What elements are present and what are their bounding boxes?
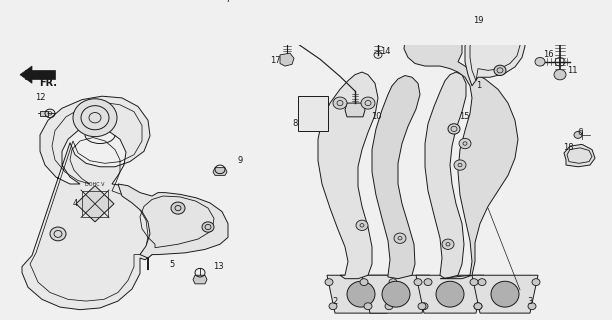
Polygon shape xyxy=(203,1,227,14)
Circle shape xyxy=(474,303,482,310)
Polygon shape xyxy=(327,275,395,313)
Circle shape xyxy=(360,279,368,285)
Circle shape xyxy=(414,279,422,285)
Circle shape xyxy=(478,279,486,285)
Text: 9: 9 xyxy=(237,156,242,165)
Polygon shape xyxy=(22,96,160,310)
Polygon shape xyxy=(25,70,55,79)
Text: 6: 6 xyxy=(577,128,583,137)
Text: DOHC V: DOHC V xyxy=(85,182,105,187)
Circle shape xyxy=(494,19,506,29)
Text: 14: 14 xyxy=(380,47,390,56)
Polygon shape xyxy=(76,186,114,222)
Polygon shape xyxy=(404,27,518,279)
Polygon shape xyxy=(280,53,294,66)
Circle shape xyxy=(459,138,471,149)
Circle shape xyxy=(385,303,393,310)
Circle shape xyxy=(448,124,460,134)
Text: 19: 19 xyxy=(472,16,483,25)
Ellipse shape xyxy=(347,281,375,307)
Circle shape xyxy=(420,303,428,310)
Text: 15: 15 xyxy=(459,112,469,121)
Text: 4: 4 xyxy=(72,199,78,208)
Text: 8: 8 xyxy=(293,119,297,128)
Text: 18: 18 xyxy=(562,143,573,152)
Polygon shape xyxy=(118,184,228,270)
Circle shape xyxy=(574,132,582,138)
Polygon shape xyxy=(416,275,484,313)
Circle shape xyxy=(50,227,66,241)
Circle shape xyxy=(202,222,214,232)
Circle shape xyxy=(532,279,540,285)
Circle shape xyxy=(361,97,375,109)
Polygon shape xyxy=(425,72,466,279)
Polygon shape xyxy=(372,76,420,279)
Polygon shape xyxy=(551,15,569,27)
Text: 2: 2 xyxy=(332,297,338,306)
Circle shape xyxy=(528,303,536,310)
Text: 17: 17 xyxy=(270,56,280,65)
Circle shape xyxy=(494,65,506,76)
Text: FR.: FR. xyxy=(39,78,57,88)
Circle shape xyxy=(418,303,426,310)
Polygon shape xyxy=(465,19,525,86)
Circle shape xyxy=(535,58,545,66)
Text: 16: 16 xyxy=(543,50,553,60)
Polygon shape xyxy=(20,66,32,83)
Ellipse shape xyxy=(382,281,410,307)
Circle shape xyxy=(424,279,432,285)
Polygon shape xyxy=(362,275,430,313)
Text: 7: 7 xyxy=(225,0,231,4)
Ellipse shape xyxy=(491,281,519,307)
Polygon shape xyxy=(318,72,378,279)
Polygon shape xyxy=(40,111,48,116)
Text: 1: 1 xyxy=(476,81,482,90)
Circle shape xyxy=(329,303,337,310)
Circle shape xyxy=(394,233,406,244)
Text: 12: 12 xyxy=(35,93,45,102)
Text: 5: 5 xyxy=(170,260,174,268)
Polygon shape xyxy=(298,96,328,131)
Text: 11: 11 xyxy=(567,66,577,75)
Circle shape xyxy=(171,202,185,214)
Polygon shape xyxy=(345,103,365,117)
Polygon shape xyxy=(193,275,207,284)
Circle shape xyxy=(454,160,466,170)
Circle shape xyxy=(474,303,482,310)
Polygon shape xyxy=(472,275,538,313)
Circle shape xyxy=(470,279,478,285)
Circle shape xyxy=(356,220,368,230)
Circle shape xyxy=(485,6,495,14)
Text: 10: 10 xyxy=(371,112,381,121)
Text: 13: 13 xyxy=(213,262,223,271)
Circle shape xyxy=(364,303,372,310)
Circle shape xyxy=(505,6,515,14)
Circle shape xyxy=(535,32,545,40)
Ellipse shape xyxy=(436,281,464,307)
Circle shape xyxy=(73,99,117,137)
Text: 3: 3 xyxy=(528,297,532,306)
Circle shape xyxy=(554,69,566,80)
Circle shape xyxy=(333,97,347,109)
Circle shape xyxy=(389,279,397,285)
Circle shape xyxy=(442,239,454,249)
Circle shape xyxy=(325,279,333,285)
Polygon shape xyxy=(213,168,227,175)
Polygon shape xyxy=(564,144,595,167)
